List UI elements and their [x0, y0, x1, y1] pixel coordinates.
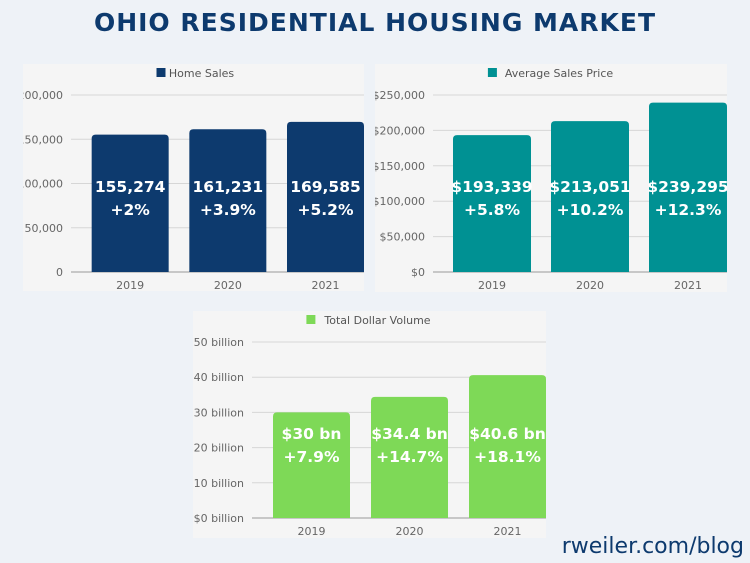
bar-change-label: +10.2% — [557, 201, 624, 219]
page-title: OHIO RESIDENTIAL HOUSING MARKET — [93, 8, 657, 37]
y-tick-label: $10 billion — [193, 477, 244, 490]
bar-value-label: 161,231 — [193, 178, 264, 196]
bar-change-label: +3.9% — [200, 201, 256, 219]
bar-change-label: +14.7% — [376, 448, 443, 466]
y-tick-label: $0 billion — [194, 512, 244, 525]
bar-value-label: 155,274 — [95, 178, 166, 196]
x-tick-label: 2020 — [396, 525, 424, 538]
bar-2021 — [287, 121, 364, 273]
y-tick-label: 200,000 — [23, 89, 63, 102]
y-tick-label: $20 billion — [193, 442, 244, 455]
x-tick-label: 2019 — [478, 279, 506, 292]
legend-label: Total Dollar Volume — [323, 314, 430, 327]
bar-2019 — [273, 412, 350, 518]
y-tick-label: $100,000 — [375, 195, 425, 208]
total-dollar-volume-chart: Total Dollar Volume $0 billion $10 billion… — [193, 311, 546, 538]
bar-change-label: +18.1% — [474, 448, 541, 466]
bar-value-label: $193,339 — [451, 178, 532, 196]
y-tick-label: $40 billion — [193, 371, 244, 384]
x-tick-label: 2020 — [214, 279, 242, 291]
y-tick-label: $200,000 — [375, 124, 425, 137]
bar-2021 — [469, 375, 546, 518]
bar-value-label: $40.6 bn — [469, 425, 546, 443]
x-tick-label: 2021 — [674, 279, 702, 292]
bar-value-label: $239,295 — [647, 178, 727, 196]
home-sales-chart: Home Sales 0 50,000 100,000 150,000 200,000 15… — [23, 64, 364, 291]
y-tick-label: $50,000 — [380, 231, 426, 244]
bar-change-label: +5.2% — [298, 201, 354, 219]
bar-2020 — [371, 396, 448, 518]
bar-2020 — [189, 129, 267, 272]
bar-change-label: +7.9% — [284, 448, 340, 466]
y-tick-label: $0 — [411, 266, 425, 279]
bar-2019 — [91, 134, 169, 272]
legend-label: Average Sales Price — [505, 67, 614, 80]
x-tick-label: 2019 — [298, 525, 326, 538]
bar-change-label: +2% — [111, 201, 151, 219]
y-tick-label: 150,000 — [23, 133, 63, 146]
y-tick-label: 0 — [56, 266, 63, 279]
bar-2019 — [453, 135, 531, 272]
bar-value-label: $30 bn — [282, 425, 342, 443]
y-tick-label: $250,000 — [375, 89, 425, 102]
bar-value-label: $213,051 — [549, 178, 630, 196]
bar-change-label: +5.8% — [464, 201, 520, 219]
y-tick-label: 50,000 — [25, 222, 64, 235]
average-sales-price-chart: Average Sales Price $0 $50,000 $100,000 $150… — [375, 64, 727, 292]
x-tick-label: 2020 — [576, 279, 604, 292]
x-tick-label: 2021 — [312, 279, 340, 291]
y-tick-label: $50 billion — [193, 336, 244, 349]
legend-swatch — [156, 68, 166, 77]
legend-label: Home Sales — [169, 67, 235, 80]
y-tick-label: 100,000 — [23, 178, 63, 191]
footer-url: rweiler.com/blog — [561, 534, 744, 559]
bar-2021 — [649, 102, 727, 273]
bar-value-label: 169,585 — [290, 178, 361, 196]
x-tick-label: 2021 — [494, 525, 522, 538]
x-tick-label: 2019 — [116, 279, 144, 291]
legend-swatch — [306, 315, 316, 324]
y-tick-label: $150,000 — [375, 160, 425, 173]
legend-swatch — [487, 68, 497, 77]
bar-value-label: $34.4 bn — [371, 425, 448, 443]
y-tick-label: $30 billion — [193, 406, 244, 419]
bar-2020 — [551, 121, 629, 272]
bar-change-label: +12.3% — [655, 201, 722, 219]
